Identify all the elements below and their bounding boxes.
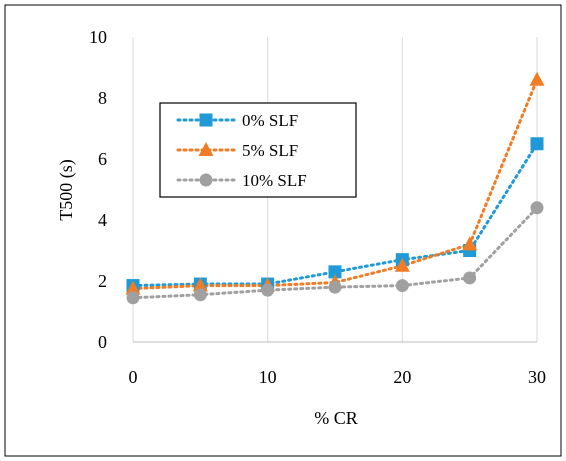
data-point — [328, 280, 342, 294]
legend-marker — [199, 173, 213, 187]
chart-border — [4, 4, 562, 457]
legend-label: 10% SLF — [242, 171, 307, 190]
legend: 0% SLF 5% SLF 10% SLF — [159, 102, 357, 198]
y-tick-label: 10 — [89, 27, 107, 47]
x-axis-label: % CR — [314, 408, 358, 428]
data-point — [394, 257, 410, 272]
data-point — [529, 71, 545, 86]
data-point — [530, 201, 544, 215]
data-point — [530, 137, 544, 151]
y-tick-label: 2 — [98, 271, 107, 291]
tick-labels: 0 10 20 30 0 2 4 6 8 10 — [89, 27, 546, 387]
y-tick-label: 4 — [98, 210, 107, 230]
data-point — [193, 288, 207, 302]
x-tick-label: 0 — [129, 367, 138, 387]
legend-marker — [199, 113, 213, 127]
data-point — [463, 271, 477, 285]
legend-label: 0% SLF — [242, 111, 298, 130]
data-point — [462, 236, 478, 251]
legend-marker — [198, 142, 214, 156]
x-tick-label: 30 — [528, 367, 546, 387]
data-point — [395, 279, 409, 293]
y-tick-label: 8 — [98, 88, 107, 108]
y-tick-label: 0 — [98, 332, 107, 352]
data-point — [261, 283, 275, 297]
data-point — [328, 265, 342, 279]
y-tick-label: 6 — [98, 149, 107, 169]
x-tick-label: 10 — [259, 367, 277, 387]
data-point — [192, 277, 208, 292]
series-group — [125, 71, 545, 305]
data-point — [126, 291, 140, 305]
y-axis-label: T500 (s) — [56, 159, 77, 221]
data-point — [125, 280, 141, 295]
x-tick-label: 20 — [393, 367, 411, 387]
legend-label: 5% SLF — [242, 141, 298, 160]
